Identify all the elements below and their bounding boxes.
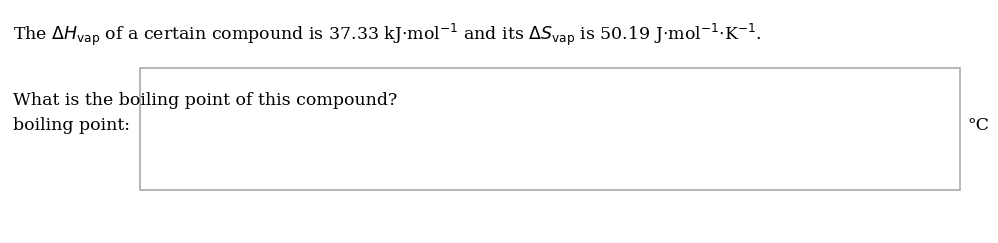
- Text: boiling point:: boiling point:: [13, 117, 130, 134]
- Text: °C: °C: [967, 117, 989, 134]
- Text: The $\Delta H_{\mathrm{vap}}$ of a certain compound is 37.33 kJ$\cdot$mol$^{-1}$: The $\Delta H_{\mathrm{vap}}$ of a certa…: [13, 22, 761, 48]
- Bar: [140, 68, 960, 190]
- Text: What is the boiling point of this compound?: What is the boiling point of this compou…: [13, 92, 397, 109]
